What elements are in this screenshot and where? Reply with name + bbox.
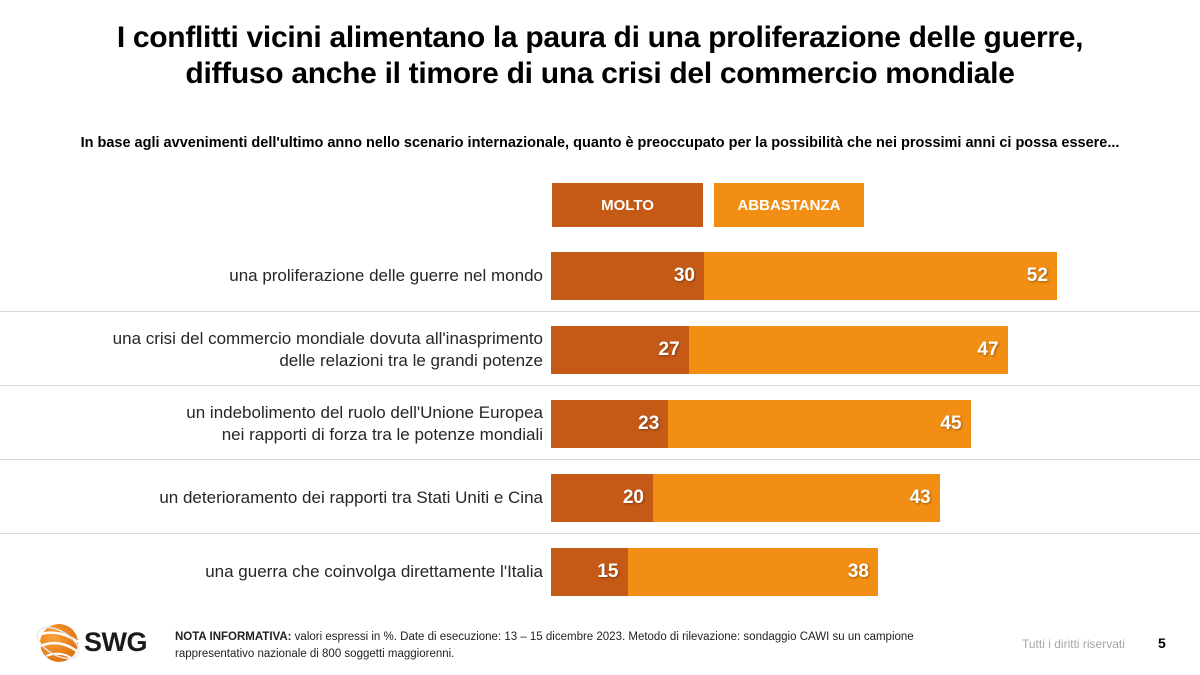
bar-molto: 15	[551, 548, 628, 596]
footnote-text: valori espressi in %. Date di esecuzione…	[175, 631, 914, 660]
bar-molto: 30	[551, 252, 704, 300]
page-number: 5	[1158, 635, 1166, 651]
bar-molto: 27	[551, 326, 689, 374]
page-title: I conflitti vicini alimentano la paura d…	[0, 20, 1200, 92]
data-label-abbastanza: 38	[847, 561, 869, 582]
title-line-1: I conflitti vicini alimentano la paura d…	[116, 21, 1084, 54]
footnote: NOTA INFORMATIVA: valori espressi in %. …	[175, 629, 965, 663]
category-label: una crisi del commercio mondiale dovuta …	[113, 328, 543, 372]
logo-text: SWG	[84, 627, 148, 657]
category-label-line: una crisi del commercio mondiale dovuta …	[112, 329, 543, 348]
bar-molto: 23	[551, 400, 669, 448]
data-label-abbastanza: 47	[977, 339, 999, 360]
footnote-label: NOTA INFORMATIVA:	[175, 631, 292, 643]
row-separator	[0, 533, 1200, 534]
row-separator	[0, 459, 1200, 460]
category-label: un indebolimento del ruolo dell'Unione E…	[186, 402, 543, 446]
legend-abbastanza: ABBASTANZA	[714, 183, 864, 227]
data-label-abbastanza: 52	[1026, 265, 1048, 286]
data-label-abbastanza: 43	[909, 487, 931, 508]
globe-icon	[36, 624, 80, 662]
category-label-line: una proliferazione delle guerre nel mond…	[229, 266, 543, 285]
legend-molto: MOLTO	[552, 183, 703, 227]
category-label: una proliferazione delle guerre nel mond…	[229, 265, 543, 287]
data-label-molto: 15	[597, 561, 619, 582]
bar-abbastanza: 43	[653, 474, 940, 522]
bar-abbastanza: 38	[627, 548, 878, 596]
bar-abbastanza: 45	[668, 400, 971, 448]
category-label: un deterioramento dei rapporti tra Stati…	[159, 487, 543, 509]
copyright-text: Tutti i diritti riservati	[1022, 637, 1125, 651]
data-label-molto: 30	[673, 265, 695, 286]
swg-logo: SWG	[34, 620, 154, 666]
bar-molto: 20	[551, 474, 653, 522]
title-line-2: diffuso anche il timore di una crisi del…	[185, 57, 1015, 90]
category-label-line: delle relazioni tra le grandi potenze	[279, 351, 543, 370]
category-label: una guerra che coinvolga direttamente l'…	[205, 561, 543, 583]
data-label-molto: 27	[658, 339, 680, 360]
category-label-line: nei rapporti di forza tra le potenze mon…	[221, 425, 543, 444]
row-separator	[0, 385, 1200, 386]
category-label-line: un deterioramento dei rapporti tra Stati…	[159, 488, 543, 507]
data-label-abbastanza: 45	[940, 413, 962, 434]
chart-question: In base agli avvenimenti dell'ultimo ann…	[80, 135, 1120, 151]
data-label-molto: 20	[622, 487, 644, 508]
data-label-molto: 23	[638, 413, 660, 434]
row-separator	[0, 311, 1200, 312]
bar-abbastanza: 47	[688, 326, 1008, 374]
bar-abbastanza: 52	[704, 252, 1057, 300]
category-label-line: un indebolimento del ruolo dell'Unione E…	[186, 403, 543, 422]
category-label-line: una guerra che coinvolga direttamente l'…	[205, 562, 543, 581]
